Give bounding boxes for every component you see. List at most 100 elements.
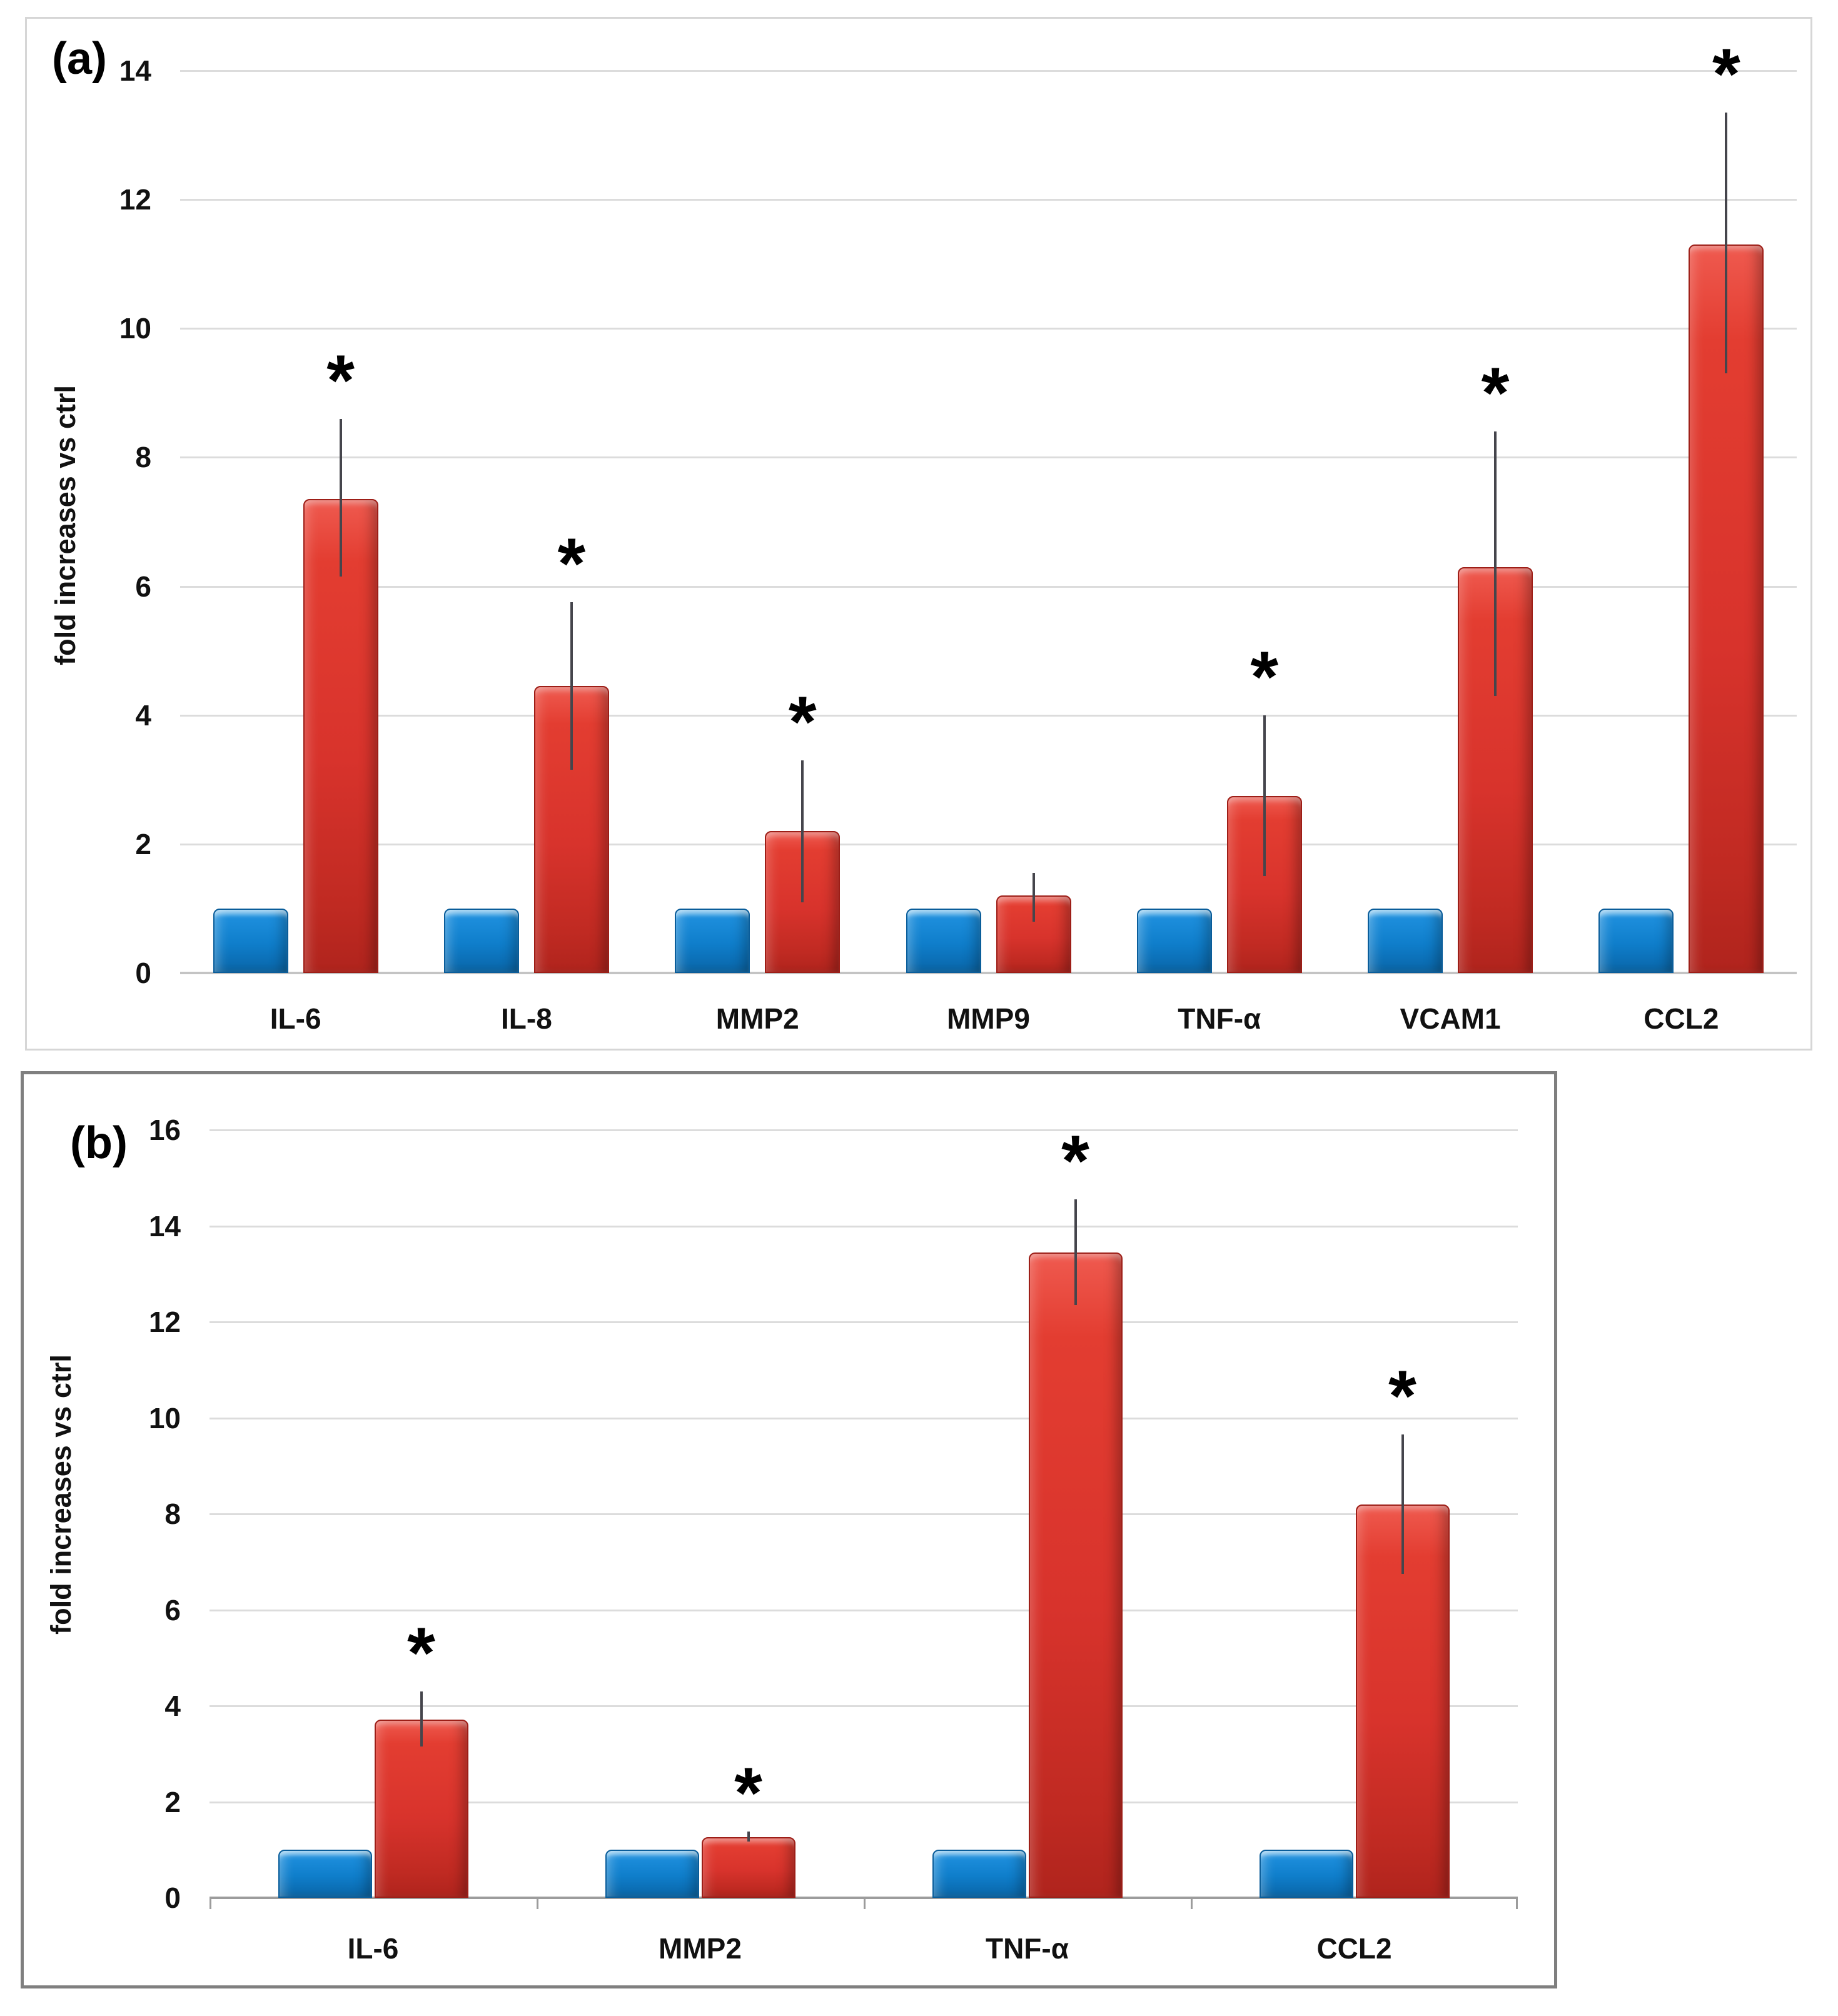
bar-blue [278,1850,372,1898]
significance-asterisk: * [1061,1121,1089,1202]
error-bar [1058,1199,1094,1306]
significance-asterisk: * [1388,1356,1416,1437]
bar-blue [605,1850,699,1898]
category-label: CCL2 [1316,1932,1392,1965]
error-bar [784,760,821,902]
gridline [210,1321,1518,1323]
category-label: TNF-α [1178,1002,1261,1035]
category-label: VCAM1 [1400,1002,1501,1035]
y-tick-label: 0 [164,1882,181,1914]
error-bar-line [1263,715,1266,877]
gridline [180,714,1797,717]
gridline [180,199,1797,201]
gridline [180,456,1797,459]
error-bar [1161,906,1188,911]
error-bar [639,1848,666,1852]
category-label: IL-8 [501,1002,552,1035]
error-bar-line [801,760,804,902]
y-tick-label: 4 [135,698,151,732]
error-bar [1622,906,1650,911]
gridline [210,1417,1518,1419]
error-bar-line [1032,873,1035,922]
x-axis-tick [864,1898,866,1909]
significance-asterisk: * [788,682,817,762]
panel-a: (a) fold increases vs ctrl 0 2 4 6 8 10 12 14 IL… [25,17,1812,1051]
error-bar-line [420,1691,423,1747]
error-bar [1391,906,1419,911]
category-label: TNF-α [985,1932,1069,1965]
x-axis-tick [1191,1898,1193,1909]
y-tick-label: 10 [119,312,151,345]
panel-b-plot-area: 0 2 4 6 8 10 12 14 16 IL-6 * MMP2 * TNF-α * CCL2 * [149,1116,1518,1965]
error-bar-line [1401,1434,1404,1574]
error-bar [699,906,726,911]
bar-red [701,1837,795,1898]
bar-blue [1368,908,1443,973]
error-bar [1477,431,1513,696]
y-tick-label: 2 [164,1785,181,1818]
bar-blue [1259,1850,1353,1898]
panel-a-y-axis-title: fold increases vs ctrl [49,385,81,665]
gridline [210,1513,1518,1515]
error-bar [1293,1848,1320,1852]
significance-asterisk: * [557,524,586,605]
error-bar-line [1725,112,1728,374]
error-bar [237,906,265,911]
bar-blue [213,908,288,973]
significance-asterisk: * [1712,34,1740,114]
category-label: IL-6 [270,1002,321,1035]
error-bar [553,602,590,770]
gridline [210,1801,1518,1803]
category-label: CCL2 [1644,1002,1719,1035]
y-tick-label: 0 [135,957,151,989]
gridline [180,328,1797,330]
x-axis-tick [210,1898,211,1909]
error-bar [468,906,495,911]
gridline [210,1129,1518,1131]
bar-blue [1136,908,1212,973]
bar-red [1028,1252,1123,1898]
error-bar [730,1832,767,1842]
significance-asterisk: * [326,340,355,421]
category-label: IL-6 [347,1932,399,1965]
y-tick-label: 6 [164,1593,181,1626]
error-bar [311,1848,339,1852]
panel-b: (b) fold increases vs ctrl 0 2 4 6 8 10 12 14 16… [21,1071,1557,1988]
bar-blue [932,1850,1026,1898]
y-tick-label: 8 [135,441,151,474]
y-tick-label: 12 [119,183,151,216]
error-bar [930,906,957,911]
panel-b-y-axis-title: fold increases vs ctrl [45,1354,77,1635]
y-tick-label: 2 [135,827,151,860]
bar-red [374,1719,468,1898]
error-bar-line [747,1832,750,1842]
y-tick-label: 8 [164,1498,181,1530]
gridline [180,843,1797,845]
gridline [210,1225,1518,1227]
error-bar [323,418,359,577]
bar-blue [906,908,981,973]
error-bar-line [339,418,342,577]
bar-red [303,499,378,973]
gridline [210,1609,1518,1611]
y-tick-label: 4 [164,1690,181,1722]
error-bar [1708,112,1744,374]
category-label: MMP2 [659,1932,742,1965]
error-bar-line [1074,1199,1077,1306]
category-label: MMP2 [715,1002,799,1035]
x-axis-tick [537,1898,538,1909]
error-bar-line [570,602,573,770]
significance-asterisk: * [734,1753,762,1834]
error-bar-line [1494,431,1497,696]
panel-a-plot-area: 0 2 4 6 8 10 12 14 IL-6 * IL-8 * MMP2 * MMP9 TNF-α * VCAM… [119,39,1797,1035]
x-axis-line [180,972,1797,974]
bar-blue [443,908,519,973]
y-tick-label: 14 [148,1209,181,1242]
y-tick-label: 16 [148,1114,181,1146]
error-bar [966,1848,993,1852]
gridline [180,585,1797,588]
y-tick-label: 10 [148,1401,181,1434]
bar-blue [675,908,750,973]
error-bar [403,1691,440,1747]
x-axis-tick [1516,1898,1518,1909]
